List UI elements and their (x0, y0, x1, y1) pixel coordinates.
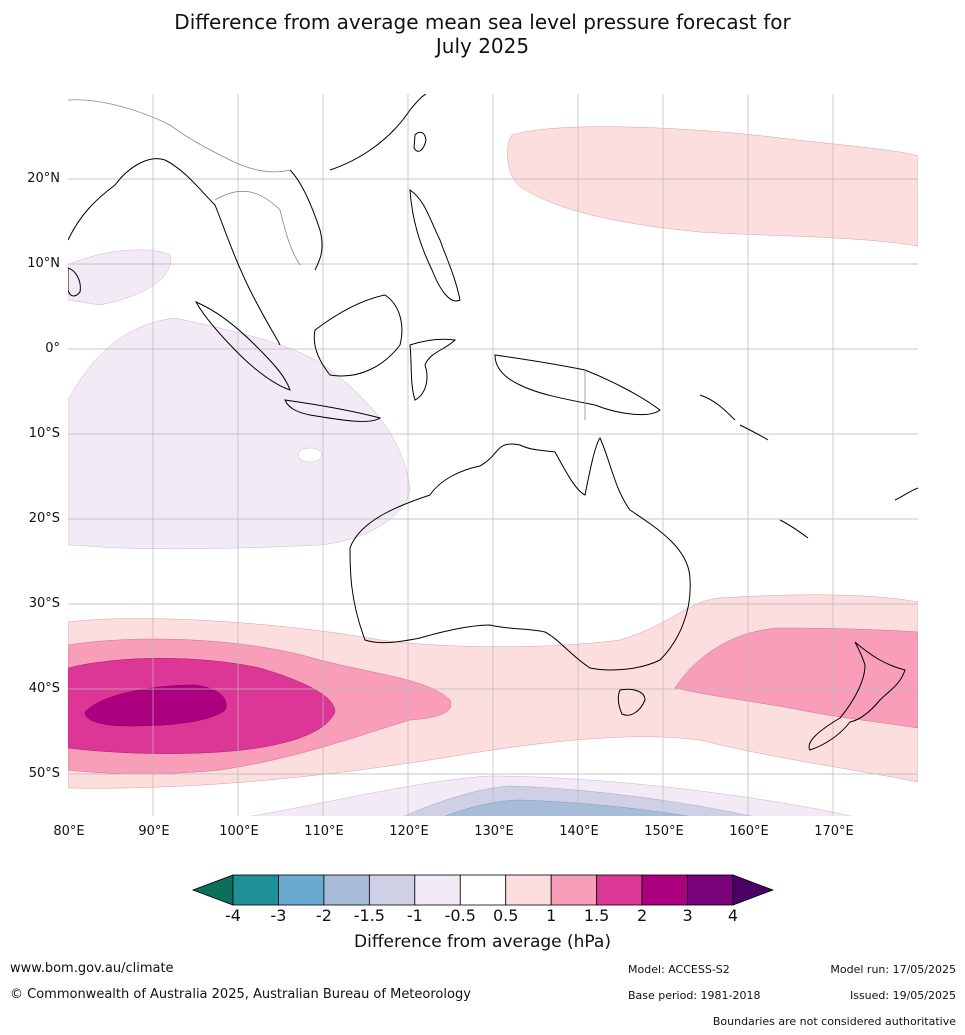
colorbar-swatch (459, 874, 507, 906)
sumatra-coast (194, 300, 291, 391)
colorbar-tick-label: -1 (406, 906, 423, 925)
lat-label: 20°N (27, 171, 60, 186)
borneo-coast (313, 294, 403, 377)
title-line-2: July 2025 (435, 34, 530, 58)
new-guinea-coast (494, 354, 661, 415)
lon-label: 140°E (559, 824, 599, 839)
chart-title: Difference from average mean sea level p… (0, 10, 965, 58)
lon-label: 130°E (474, 824, 514, 839)
anomaly-indian-ocean-hole (297, 447, 323, 463)
anomaly-north-pacific (507, 126, 918, 247)
colorbar-swatch (414, 874, 461, 906)
colorbar-tick-label: 1 (546, 906, 557, 925)
anomaly-southern-ocean-negative-3 (444, 799, 690, 816)
anomaly-western-indian-ocean (68, 249, 171, 306)
taiwan-coast (413, 131, 427, 152)
anomaly-southern-indian-core (84, 684, 227, 727)
lon-label: 110°E (304, 824, 344, 839)
new-zealand-coast (808, 641, 906, 751)
fiji-coast (894, 487, 918, 501)
model-run-text: Model run: 17/05/2025 (830, 963, 956, 976)
copyright-text: © Commonwealth of Australia 2025, Austra… (10, 987, 471, 1002)
lon-label: 170°E (814, 824, 854, 839)
lat-label: 40°S (28, 681, 60, 696)
colorbar-tick-label: -2 (315, 906, 332, 925)
lon-label: 90°E (138, 824, 170, 839)
colorbar-extension-high (732, 874, 775, 906)
colorbar-tick-label: 1.5 (583, 906, 610, 925)
country-borders (68, 99, 586, 420)
colorbar-extension-low (191, 874, 234, 906)
lat-label: 10°S (28, 426, 60, 441)
lon-label: 100°E (219, 824, 259, 839)
lon-label: 120°E (389, 824, 429, 839)
colorbar-tick-label: -3 (270, 906, 287, 925)
graticule (68, 94, 918, 816)
new-caledonia-coast (779, 519, 809, 539)
coastlines (68, 94, 918, 751)
colorbar-swatch (232, 874, 279, 906)
issued-text: Issued: 19/05/2025 (849, 989, 956, 1002)
disclaimer-text: Boundaries are not considered authoritat… (712, 1015, 956, 1028)
base-period-text: Base period: 1981-2018 (628, 989, 761, 1002)
colorbar-swatch (641, 874, 688, 906)
colorbar-tick-label: 0.5 (492, 906, 519, 925)
lon-label: 80°E (53, 824, 85, 839)
tasmania-coast (617, 688, 646, 716)
lat-label: 0° (45, 341, 60, 356)
colorbar-tick-label: -4 (225, 906, 241, 925)
anomaly-tasman-moderate (674, 627, 918, 729)
colorbar-tick-label: 2 (636, 906, 648, 925)
colorbar-title: Difference from average (hPa) (354, 932, 611, 952)
colorbar-swatch (505, 874, 552, 906)
colorbar-tick-label: -0.5 (444, 906, 476, 925)
lat-label: 10°N (27, 256, 60, 271)
lat-label: 30°S (28, 596, 60, 611)
colorbar-swatch (368, 874, 416, 906)
sri-lanka-coast (68, 267, 81, 297)
model-text: Model: ACCESS-S2 (628, 963, 730, 976)
colorbar-swatch (278, 874, 325, 906)
colorbar-tick-label: 4 (727, 906, 739, 925)
colorbar-tick-label: 3 (682, 906, 693, 925)
asia-coast (68, 94, 427, 346)
philippines-coast (409, 189, 461, 302)
colorbar-swatch (550, 874, 598, 906)
colorbar-swatch (323, 874, 370, 906)
sulawesi-coast (409, 338, 457, 401)
title-line-1: Difference from average mean sea level p… (174, 10, 791, 34)
colorbar-swatch (687, 874, 734, 906)
lat-label: 50°S (28, 766, 60, 781)
lat-label: 20°S (28, 511, 60, 526)
solomon-islands (699, 394, 769, 441)
lon-label: 150°E (644, 824, 684, 839)
colorbar-swatch (596, 874, 643, 906)
lon-label: 160°E (729, 824, 769, 839)
java-coast (284, 399, 382, 422)
australia-coast (349, 437, 691, 671)
website-link[interactable]: www.bom.gov.au/climate (10, 961, 174, 976)
colorbar-tick-label: -1.5 (353, 906, 385, 925)
